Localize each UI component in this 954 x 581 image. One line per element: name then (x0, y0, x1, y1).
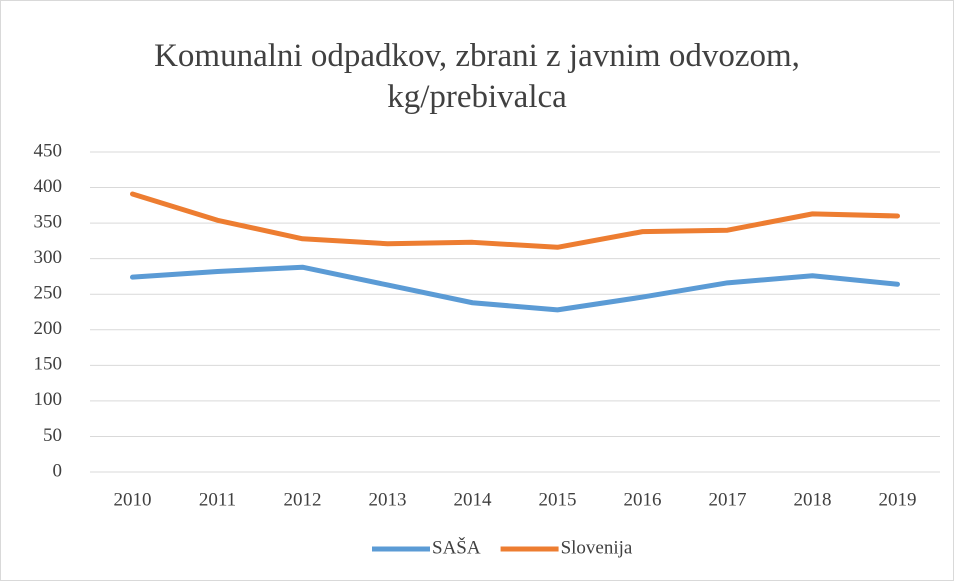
x-tick-label: 2017 (709, 489, 747, 510)
y-tick-label: 400 (34, 176, 63, 197)
x-tick-label: 2012 (284, 489, 322, 510)
x-tick-label: 2015 (539, 489, 577, 510)
y-tick-label: 0 (53, 460, 63, 481)
x-tick-label: 2010 (114, 489, 152, 510)
y-tick-label: 100 (34, 389, 63, 410)
y-tick-label: 250 (34, 283, 63, 304)
y-tick-label: 50 (43, 425, 62, 446)
y-tick-label: 300 (34, 247, 63, 268)
y-tick-label: 350 (34, 211, 63, 232)
y-tick-label: 200 (34, 318, 63, 339)
x-tick-label: 2018 (794, 489, 832, 510)
x-tick-label: 2011 (199, 489, 236, 510)
y-tick-label: 150 (34, 354, 63, 375)
legend-label: Slovenija (561, 537, 633, 558)
legend-label: SAŠA (432, 536, 481, 558)
x-tick-label: 2019 (879, 489, 917, 510)
series-line (130, 191, 900, 250)
series-line (130, 264, 900, 313)
y-tick-label: 450 (34, 140, 63, 161)
x-tick-label: 2014 (454, 489, 493, 510)
chart-title: Komunalni odpadkov, zbrani z javnim odvo… (154, 38, 800, 115)
x-tick-label: 2016 (624, 489, 662, 510)
x-tick-label: 2013 (369, 489, 407, 510)
